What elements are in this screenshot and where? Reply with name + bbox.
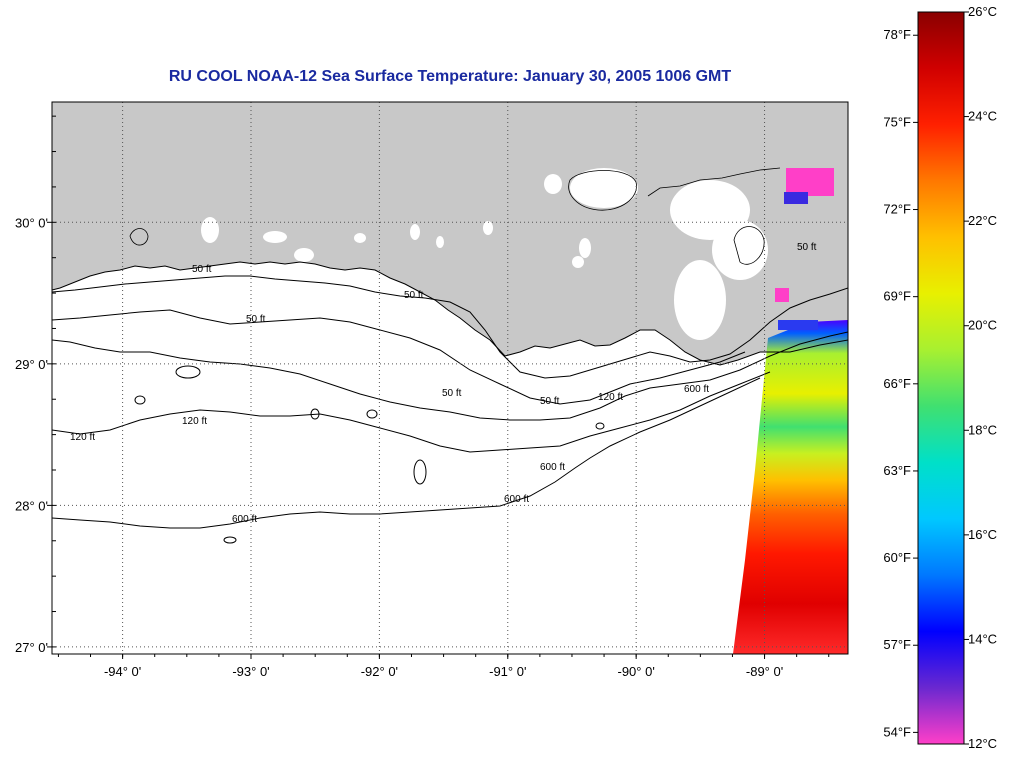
cloud-patches bbox=[201, 168, 768, 340]
depth-contours bbox=[52, 275, 848, 544]
lon-tick-label: -93° 0' bbox=[232, 664, 269, 679]
lon-tick-label: -94° 0' bbox=[104, 664, 141, 679]
contour-label-120-3: 120 ft bbox=[598, 392, 623, 403]
coastline bbox=[52, 261, 848, 366]
contour-label-600-2: 600 ft bbox=[504, 494, 529, 505]
lat-tick-label: 30° 0' bbox=[15, 215, 48, 230]
celsius-tick-label: 24°C bbox=[968, 109, 997, 124]
contour-label-600-4: 600 ft bbox=[684, 384, 709, 395]
land-mass bbox=[52, 102, 848, 365]
fahrenheit-tick-label: 54°F bbox=[883, 724, 911, 739]
celsius-tick-label: 18°C bbox=[968, 422, 997, 437]
contour-label-600-3: 600 ft bbox=[232, 514, 257, 525]
fahrenheit-tick-label: 63°F bbox=[883, 463, 911, 478]
lon-tick-label: -89° 0' bbox=[746, 664, 783, 679]
celsius-tick-label: 22°C bbox=[968, 213, 997, 228]
lat-tick-label: 29° 0' bbox=[15, 357, 48, 372]
fahrenheit-tick-label: 75°F bbox=[883, 114, 911, 129]
lat-tick-label: 28° 0' bbox=[15, 498, 48, 513]
colorbar bbox=[917, 11, 965, 745]
cold-patch-3 bbox=[775, 288, 789, 302]
contour-label-50-5: 50 ft bbox=[540, 396, 560, 407]
colorbar-ticks: 26°C 24°C 22°C 20°C 18°C 16°C 14°C 12°C 78°F 75°F… bbox=[883, 4, 997, 751]
sst-swath bbox=[733, 320, 848, 654]
fahrenheit-tick-label: 72°F bbox=[883, 202, 911, 217]
island-outlines bbox=[129, 167, 781, 265]
fahrenheit-tick-label: 57°F bbox=[883, 637, 911, 652]
contour-label-50-3: 50 ft bbox=[404, 290, 424, 301]
axis-layer: -94° 0' -93° 0' -92° 0' -91° 0' -90° 0' -89° … bbox=[15, 115, 830, 679]
contour-label-50-1: 50 ft bbox=[192, 264, 212, 275]
fahrenheit-tick-label: 78°F bbox=[883, 27, 911, 42]
contour-label-120-1: 120 ft bbox=[182, 416, 207, 427]
contour-label-50-2: 50 ft bbox=[246, 314, 266, 325]
cold-patch-1 bbox=[786, 168, 834, 196]
contour-label-120-2: 120 ft bbox=[70, 432, 95, 443]
celsius-tick-label: 16°C bbox=[968, 527, 997, 542]
cold-patch-4 bbox=[778, 320, 818, 330]
lon-tick-label: -90° 0' bbox=[618, 664, 655, 679]
lon-tick-label: -92° 0' bbox=[361, 664, 398, 679]
contour-label-600-1: 600 ft bbox=[540, 462, 565, 473]
fahrenheit-tick-label: 66°F bbox=[883, 376, 911, 391]
fahrenheit-tick-label: 69°F bbox=[883, 289, 911, 304]
contour-label-50-6: 50 ft bbox=[797, 242, 817, 253]
grid-lines bbox=[52, 102, 848, 654]
lat-tick-label: 27° 0' bbox=[15, 640, 48, 655]
fahrenheit-tick-label: 60°F bbox=[883, 550, 911, 565]
celsius-tick-label: 12°C bbox=[968, 736, 997, 751]
celsius-tick-label: 14°C bbox=[968, 631, 997, 646]
plot-frame bbox=[51, 101, 849, 655]
celsius-tick-label: 20°C bbox=[968, 318, 997, 333]
contour-label-50-4: 50 ft bbox=[442, 388, 462, 399]
map-title: RU COOL NOAA-12 Sea Surface Temperature:… bbox=[168, 68, 732, 85]
cold-patch-2 bbox=[784, 192, 808, 204]
celsius-tick-label: 26°C bbox=[968, 4, 997, 19]
lon-tick-label: -91° 0' bbox=[489, 664, 526, 679]
